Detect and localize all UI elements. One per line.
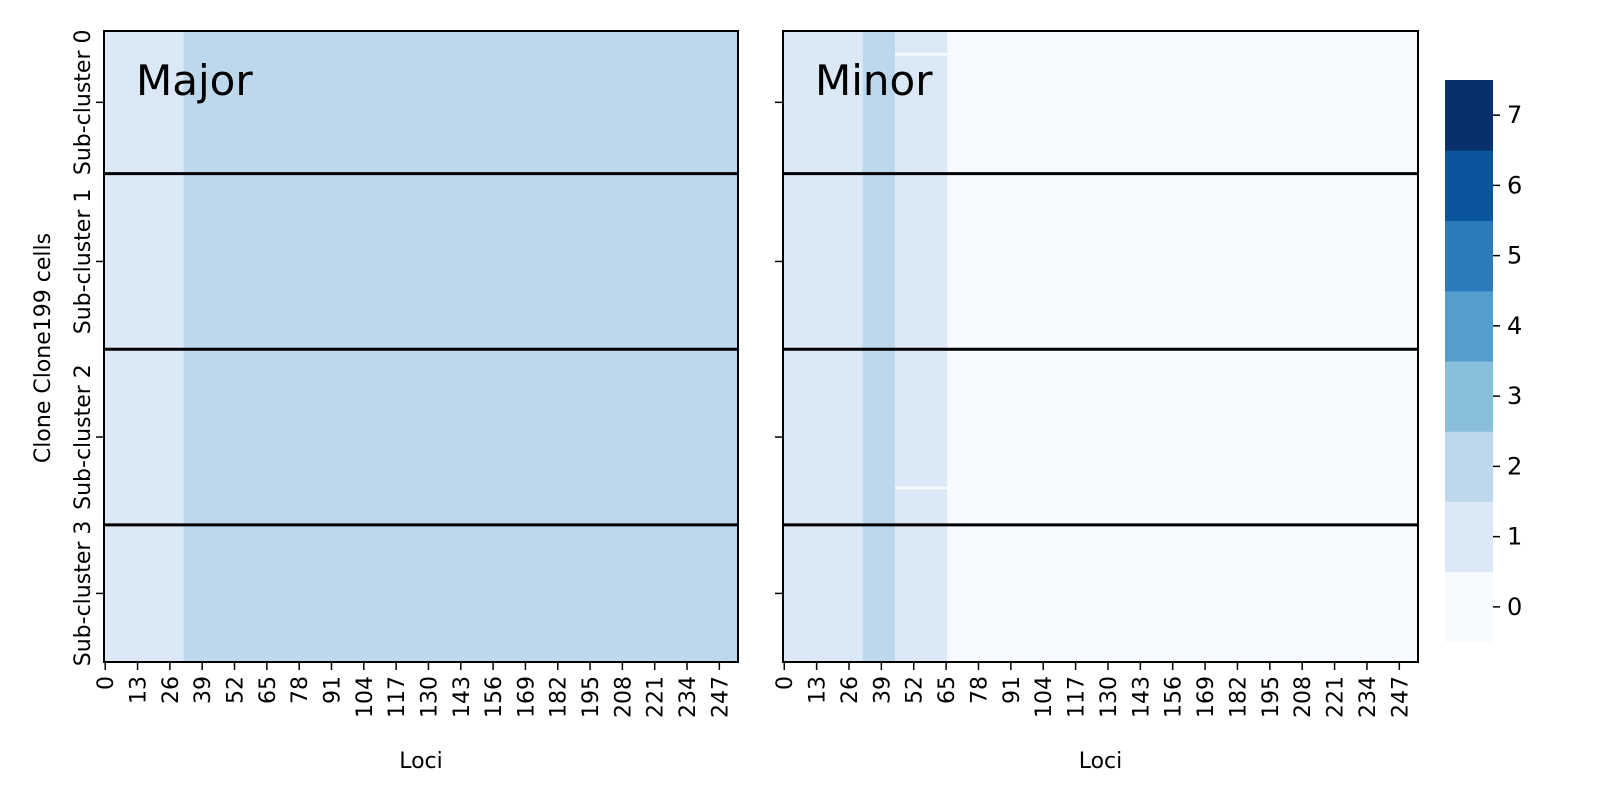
x-tick-label: 117 [385, 676, 410, 718]
heatmap-outlier-cell [895, 486, 948, 490]
x-tick-label: 143 [1129, 676, 1154, 718]
x-tick-label: 156 [482, 676, 507, 718]
x-tick-label: 39 [191, 676, 216, 704]
heatmap-cell-block [783, 349, 863, 525]
x-tick-label: 234 [676, 676, 701, 718]
colorbar-tick-label: 4 [1507, 312, 1522, 340]
colorbar: 0 1 2 3 4 5 6 7 [1445, 80, 1522, 643]
x-tick-label: 26 [159, 676, 184, 704]
heatmap-cell-block [183, 31, 738, 174]
x-tick-label: 0 [94, 676, 119, 690]
x-tick-label: 65 [935, 676, 960, 704]
heatmap-cell-block [783, 173, 863, 350]
x-tick-label: 195 [579, 676, 604, 718]
x-tick-label: 117 [1065, 676, 1090, 718]
x-tick-label: 195 [1259, 676, 1284, 718]
heatmap-cell-block [183, 349, 738, 525]
major-heatmap-panel: Major Sub-cluster 0 Sub-cluster 1 Sub-clust… [71, 30, 739, 774]
colorbar-tick-label: 6 [1507, 171, 1522, 199]
heatmap-outlier-cell [895, 52, 948, 56]
colorbar-swatch [1445, 290, 1493, 362]
x-tick-label: 65 [256, 676, 281, 704]
x-tick-label: 39 [870, 676, 895, 704]
heatmap-cell-block [947, 349, 1418, 525]
x-tick-label: 130 [1097, 676, 1122, 718]
x-tick-label: 156 [1162, 676, 1187, 718]
x-tick-label: 247 [708, 676, 733, 718]
heatmap-cell-block [104, 349, 184, 525]
heatmap-cell-block [947, 173, 1418, 350]
x-tick-label: 78 [967, 676, 992, 704]
colorbar-swatch [1445, 361, 1493, 432]
heatmap-cell-block [783, 31, 863, 174]
heatmap-cell-block [783, 524, 863, 662]
x-tick-label: 104 [1032, 676, 1057, 718]
heatmap-cell-block [104, 173, 184, 350]
x-tick-label: 13 [127, 676, 152, 704]
y-tick-label: Sub-cluster 2 [71, 364, 96, 510]
colorbar-swatch [1445, 571, 1493, 643]
colorbar-swatch [1445, 80, 1493, 151]
panel-title: Minor [815, 56, 933, 105]
heatmap-cell-block [895, 524, 948, 662]
colorbar-swatch [1445, 150, 1493, 221]
x-tick-label: 91 [320, 676, 345, 704]
colorbar-swatch [1445, 501, 1493, 573]
y-tick-label: Sub-cluster 0 [71, 30, 96, 176]
heatmap-cell-block [183, 524, 738, 662]
x-tick-label: 182 [547, 676, 572, 718]
x-tick-label: 26 [838, 676, 863, 704]
colorbar-tick-label: 7 [1507, 101, 1522, 129]
x-tick-label: 221 [644, 676, 669, 718]
x-tick-label: 143 [450, 676, 475, 718]
x-tick-label: 169 [514, 676, 539, 718]
x-tick-label: 208 [611, 676, 636, 718]
heatmap-cell-block [947, 524, 1418, 662]
x-tick-label: 247 [1388, 676, 1413, 718]
heatmap-cell-block [104, 31, 184, 174]
colorbar-tick-label: 5 [1507, 242, 1522, 270]
y-tick-label: Sub-cluster 1 [71, 189, 96, 335]
x-tick-label: 0 [773, 676, 798, 690]
heatmap-cell-block [862, 31, 896, 174]
x-axis-label: Loci [399, 749, 443, 774]
y-tick-label: Sub-cluster 3 [71, 521, 96, 667]
heatmap-cell-block [862, 349, 896, 525]
colorbar-swatch [1445, 220, 1493, 292]
colorbar-tick-label: 3 [1507, 382, 1522, 410]
x-tick-label: 13 [806, 676, 831, 704]
colorbar-tick-label: 1 [1507, 523, 1522, 551]
x-tick-label: 104 [353, 676, 378, 718]
figure-ylabel: Clone Clone199 cells [31, 233, 56, 463]
heatmap-cell-block [104, 524, 184, 662]
x-tick-label: 91 [1000, 676, 1025, 704]
colorbar-tick-label: 0 [1507, 593, 1522, 621]
panel-title: Major [136, 56, 253, 105]
heatmap-cell-block [183, 173, 738, 350]
colorbar-swatch [1445, 431, 1493, 502]
x-tick-label: 130 [417, 676, 442, 718]
colorbar-tick-label: 2 [1507, 452, 1522, 480]
x-tick-label: 234 [1356, 676, 1381, 718]
x-tick-label: 78 [288, 676, 313, 704]
minor-heatmap-panel: Minor 0 13 26 39 52 65 78 91 104 117 130 143 156 169 18… [773, 30, 1419, 774]
panel-frame [782, 30, 1419, 663]
x-tick-label: 52 [224, 676, 249, 704]
x-tick-label: 182 [1226, 676, 1251, 718]
x-tick-label: 221 [1324, 676, 1349, 718]
heatmap-cell-block [862, 173, 896, 350]
x-tick-label: 169 [1194, 676, 1219, 718]
panel-frame [103, 30, 739, 663]
heatmap-cell-block [947, 31, 1418, 174]
heatmap-cell-block [895, 349, 948, 525]
heatmap-cell-block [895, 173, 948, 350]
x-tick-label: 52 [903, 676, 928, 704]
x-tick-label: 208 [1291, 676, 1316, 718]
heatmap-cell-block [862, 524, 896, 662]
x-axis-label: Loci [1079, 749, 1123, 774]
